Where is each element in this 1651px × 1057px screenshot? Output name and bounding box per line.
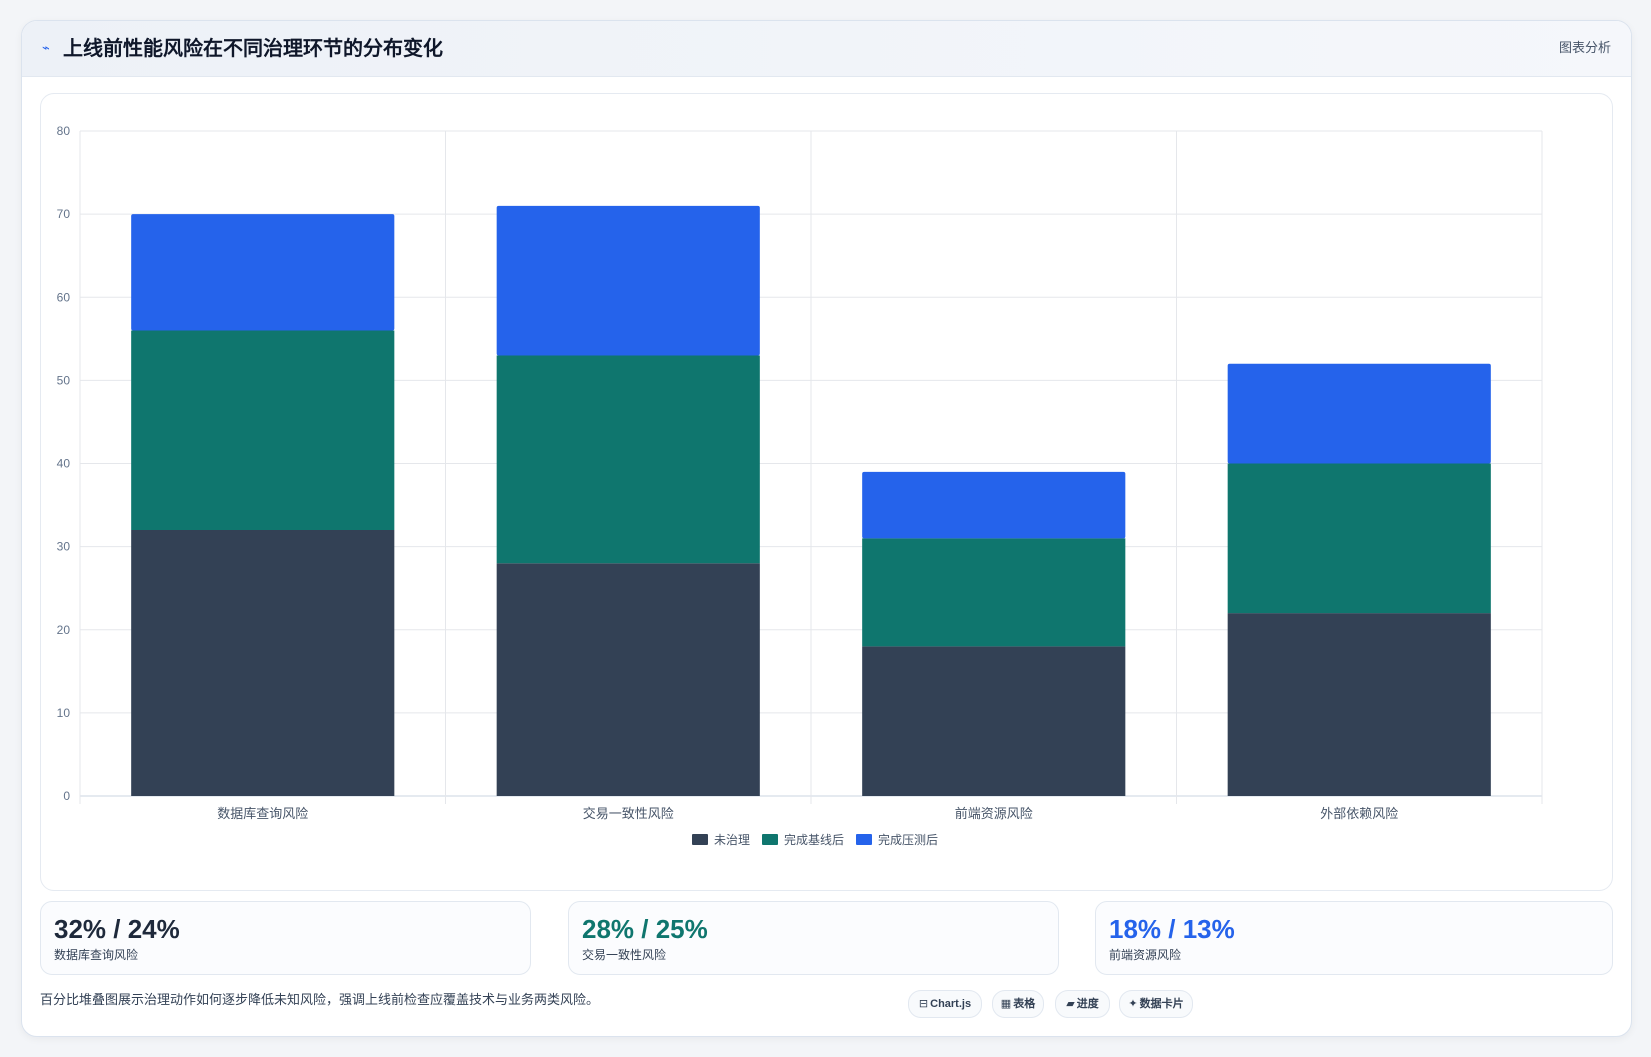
pill-label: 进度 [1076,998,1099,1010]
pill-label: 表格 [1013,998,1036,1010]
bar-segment [862,646,1126,796]
bar-segment [1227,363,1491,464]
stat-label: 数据库查询风险 [54,948,139,962]
stat-label: 前端资源风险 [1109,948,1182,962]
bar-segment [496,355,760,564]
bar-segment [496,563,760,796]
y-tick-label: 10 [57,706,71,720]
stat-value: 32% / 24% [54,914,180,944]
x-tick-label: 交易一致性风险 [583,806,674,821]
y-tick-label: 20 [57,623,71,637]
bar-segment [1227,613,1491,796]
table-pill[interactable]: ▦ 表格 [992,990,1044,1018]
stat-card-database: 32% / 24% 数据库查询风险 [40,901,531,975]
legend-swatch [762,834,778,845]
progress-pill[interactable]: ▰ 进度 [1055,990,1110,1018]
y-tick-label: 80 [57,124,71,138]
legend-swatch [692,834,708,845]
page-title: 上线前性能风险在不同治理环节的分布变化 [63,38,443,60]
chartjs-pill[interactable]: ⊟ Chart.js [908,990,982,1018]
y-tick-label: 50 [57,373,71,387]
legend-label: 完成压测后 [878,832,938,847]
pill-label: 数据卡片 [1139,998,1184,1010]
stat-card-frontend: 18% / 13% 前端资源风险 [1095,901,1613,975]
stacked-bar-chart: 0 10 20 30 40 50 60 70 80 数据库查询风险 交易一致性风险 前端资源风险 外部依… [57,124,1543,847]
legend-label: 未治理 [714,833,750,847]
bar-segment [862,538,1126,647]
chart-card: ⌁ 上线前性能风险在不同治理环节的分布变化 图表分析 0 10 20 30 40 50 60… [21,20,1632,1037]
stat-value: 28% / 25% [582,914,708,944]
x-tick-label: 前端资源风险 [955,806,1033,821]
progress-icon: ▰ [1066,998,1075,1010]
chart-icon: ⊟ [918,998,929,1010]
bar-segment [496,205,760,356]
stat-label: 交易一致性风险 [582,948,667,962]
y-tick-label: 30 [57,540,71,554]
card-header: ⌁ 上线前性能风险在不同治理环节的分布变化 图表分析 [22,21,1631,77]
x-tick-label: 数据库查询风险 [217,806,308,821]
chart-footnote: 百分比堆叠图展示治理动作如何逐步降低未知风险，强调上线前检查应覆盖技术与业务两类… [40,992,600,1007]
bar-segment [131,530,395,796]
y-tick-label: 70 [57,207,71,221]
bar-segment [1227,463,1491,614]
legend-label: 完成基线后 [784,832,844,847]
trend-icon: ⌁ [42,40,50,55]
x-tick-label: 外部依赖风险 [1320,806,1398,821]
bar-segment [131,330,395,530]
sparkle-icon: ✦ [1128,998,1138,1010]
stat-card-transaction: 28% / 25% 交易一致性风险 [568,901,1059,975]
data-card-pill[interactable]: ✦ 数据卡片 [1119,990,1193,1018]
y-tick-label: 60 [57,290,71,304]
pill-label: Chart.js [930,998,972,1010]
chart-panel: 0 10 20 30 40 50 60 70 80 数据库查询风险 交易一致性风险 前端资源风险 外部依… [40,93,1613,891]
bar-segment [131,214,395,331]
bar-segment [862,471,1126,539]
legend-swatch [856,834,872,845]
table-icon: ▦ [1000,998,1012,1010]
y-tick-label: 0 [63,789,70,803]
stat-value: 18% / 13% [1109,914,1235,944]
chart-analysis-tag: 图表分析 [1558,40,1611,55]
y-tick-label: 40 [57,457,71,471]
